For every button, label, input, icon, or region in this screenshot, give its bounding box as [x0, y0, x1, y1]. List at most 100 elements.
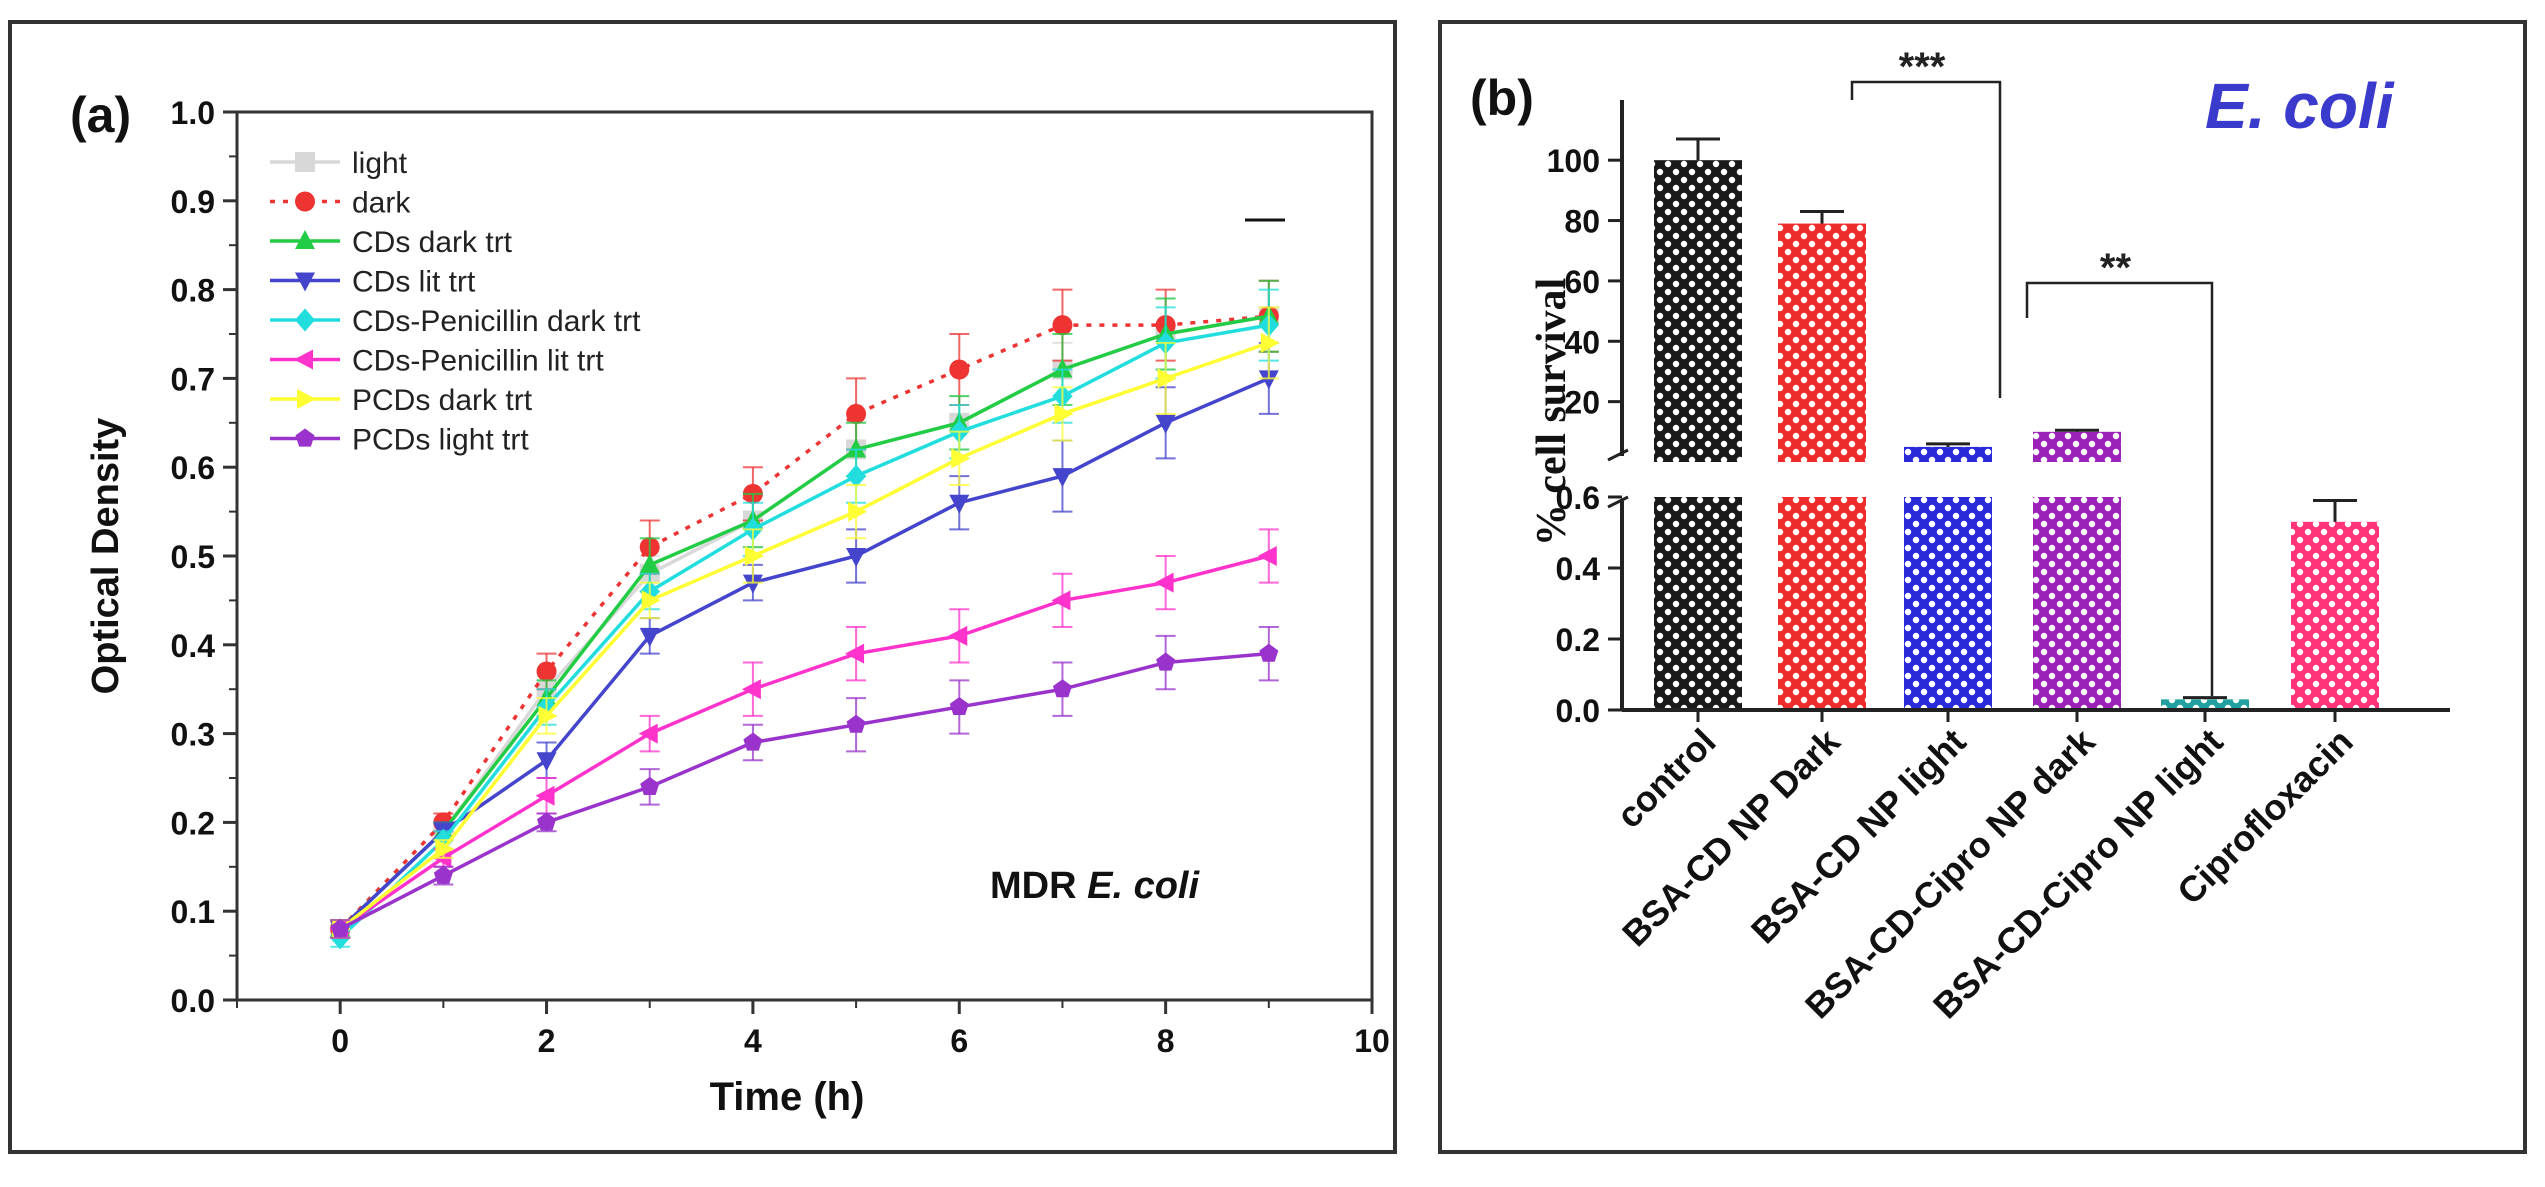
legend-label: CDs lit trt — [352, 266, 476, 299]
data-point — [846, 548, 867, 567]
y-tick-label: 0.9 — [171, 184, 215, 220]
series-line — [338, 314, 1270, 931]
plot-b-bars — [1654, 137, 2379, 710]
data-point — [845, 643, 865, 664]
axis-break-mark — [1607, 495, 1629, 509]
data-point — [1054, 403, 1074, 424]
data-point — [742, 574, 763, 594]
legend-marker — [294, 349, 313, 370]
y-tick-label: 0.2 — [1556, 622, 1600, 658]
bracket-line — [1850, 80, 2002, 398]
data-point — [1052, 468, 1073, 488]
plot-b-y-label: % cell survival — [1529, 278, 1575, 546]
x-tick-label: 4 — [744, 1023, 762, 1059]
series-line — [338, 323, 1270, 940]
bar-pattern — [2291, 521, 2379, 710]
category-label: BSA-CD NP Dark — [1614, 720, 1848, 954]
bar-pattern — [1904, 446, 1992, 462]
legend-label: CDs dark trt — [352, 226, 513, 259]
bar-pattern — [2033, 431, 2121, 462]
legend-label: dark — [352, 187, 411, 220]
data-point — [846, 438, 867, 458]
bar-bsa-cd-cipro-np-dark — [2033, 428, 2121, 710]
data-point — [639, 553, 660, 573]
y-tick-label: 0.4 — [171, 628, 216, 664]
y-tick-label: 80 — [1564, 204, 1600, 240]
data-point — [1052, 315, 1073, 336]
y-tick-label: 20 — [1564, 385, 1600, 421]
bar-bsa-cd-np-light — [1904, 442, 1992, 710]
bar-pattern — [1654, 497, 1742, 710]
data-point — [951, 448, 971, 469]
y-tick-label: 0.5 — [171, 539, 215, 575]
data-point — [330, 918, 350, 938]
panel-b-frame — [1438, 20, 2527, 1154]
significance-bracket: *** — [1850, 45, 2002, 398]
panel-a-label: (a) — [70, 87, 131, 143]
y-tick-label: 1.0 — [171, 95, 215, 131]
data-point — [1052, 679, 1072, 698]
legend-item: CDs-Penicillin lit trt — [270, 345, 604, 378]
plot-a-annotation-species: E. coli — [1087, 865, 1200, 907]
legend-label: PCDs dark trt — [352, 384, 533, 417]
plot-b-significance: ***** — [1850, 45, 2214, 696]
y-tick-label: 100 — [1547, 143, 1600, 179]
data-point — [536, 752, 557, 772]
plot-a-legend: light dark CDs dark trt CDs lit trt CDs-Peni… — [270, 147, 641, 457]
x-tick-label: 8 — [1157, 1023, 1175, 1059]
y-tick-label: 0.4 — [1556, 551, 1601, 587]
bar-pattern — [1778, 223, 1866, 462]
data-point — [641, 590, 661, 611]
plot-b-title: E. coli — [2205, 70, 2395, 142]
data-point — [741, 679, 761, 700]
series-cds-lit-trt — [330, 341, 1279, 940]
y-tick-label: 0.7 — [171, 361, 215, 397]
legend-label: light — [352, 147, 408, 180]
legend-item: CDs-Penicillin dark trt — [270, 305, 641, 338]
x-tick-label: 0 — [331, 1023, 349, 1059]
y-tick-label: 60 — [1564, 264, 1600, 300]
plot-a-x-ticks: 0 2 4 6 8 10 — [236, 1000, 1390, 1059]
legend-label: PCDs light trt — [352, 424, 529, 457]
data-point — [435, 839, 455, 860]
data-point — [433, 865, 453, 884]
bar-pattern — [1778, 497, 1866, 710]
x-tick-label: 6 — [950, 1023, 968, 1059]
data-point — [537, 812, 557, 831]
series-pcds-dark-trt — [330, 306, 1280, 939]
data-point — [1260, 332, 1280, 353]
data-point — [1155, 414, 1176, 434]
data-point — [1156, 652, 1176, 671]
legend-marker — [295, 272, 315, 292]
legend-marker — [295, 191, 315, 212]
series-line — [338, 376, 1270, 931]
y-tick-label: 40 — [1564, 324, 1600, 360]
legend-marker — [297, 389, 316, 409]
legend-item: CDs lit trt — [270, 266, 476, 299]
legend-item: CDs dark trt — [270, 226, 513, 259]
data-point — [949, 696, 969, 716]
y-tick-label: 0.1 — [171, 894, 215, 930]
data-point — [1052, 358, 1073, 378]
plot-a-annotation: MDR E. coli — [990, 865, 1200, 907]
bar-pattern — [2161, 699, 2249, 710]
data-point — [1154, 572, 1174, 593]
legend-item: dark — [270, 187, 411, 220]
data-point — [948, 625, 968, 646]
panel-a: (a) 0.0 0.1 0.2 0.3 0.4 0.5 0.6 0.7 0.8 0.9 1.0 0 2… — [8, 20, 1397, 1154]
series-line — [338, 314, 1269, 931]
bracket-line — [2025, 281, 2214, 696]
series-pcds-light-trt — [330, 626, 1279, 939]
plot-a-y-ticks: 0.0 0.1 0.2 0.3 0.4 0.5 0.6 0.7 0.8 0.9 1.0 — [171, 95, 237, 1019]
bar-ciprofloxacin — [2291, 499, 2379, 710]
significance-bracket: ** — [2025, 246, 2214, 696]
bar-control — [1654, 137, 1742, 710]
data-point — [1257, 546, 1277, 566]
data-point — [1051, 590, 1071, 611]
bar-pattern — [2033, 497, 2121, 710]
x-tick-label: 10 — [1354, 1023, 1390, 1059]
plot-a-series — [329, 279, 1280, 950]
data-point — [538, 705, 558, 726]
